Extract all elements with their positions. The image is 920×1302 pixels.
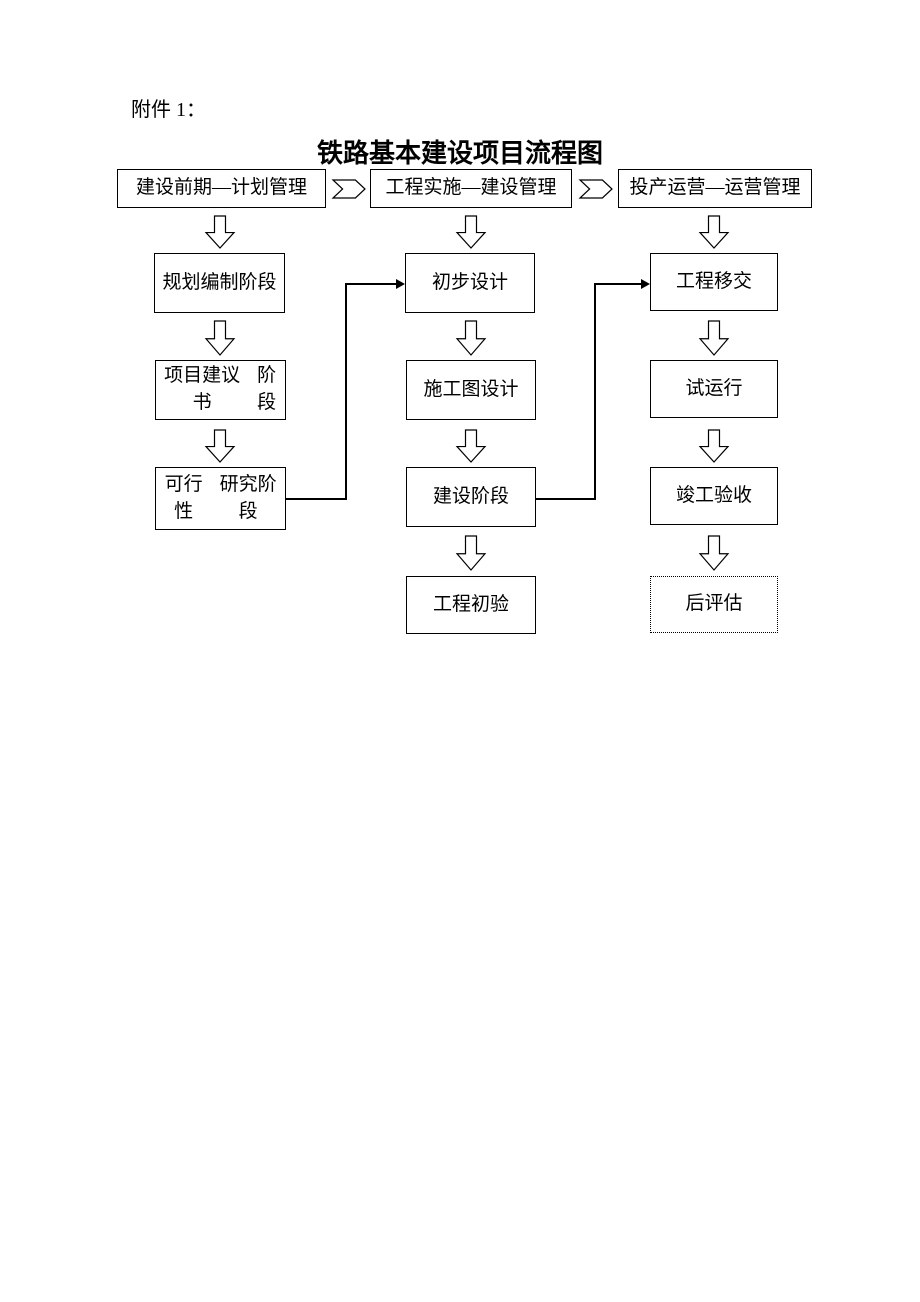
down-arrow-icon bbox=[454, 428, 488, 466]
arrow-head-icon bbox=[641, 279, 650, 289]
flowchart-node-c1: 工程移交 bbox=[650, 253, 778, 311]
connector-line bbox=[345, 283, 347, 500]
flowchart-node-h1: 建设前期—计划管理 bbox=[117, 169, 326, 208]
flowchart-node-h3: 投产运营—运营管理 bbox=[618, 169, 812, 208]
down-arrow-icon bbox=[697, 534, 731, 574]
flowchart-node-c2: 试运行 bbox=[650, 360, 778, 418]
down-arrow-icon bbox=[697, 214, 731, 252]
chevron-right-icon bbox=[331, 178, 367, 200]
flowchart-node-a2: 项目建议书阶段 bbox=[155, 360, 286, 420]
flowchart-node-b4: 工程初验 bbox=[406, 576, 536, 634]
connector-line bbox=[594, 283, 642, 285]
flowchart-node-h2: 工程实施—建设管理 bbox=[370, 169, 572, 208]
arrow-head-icon bbox=[396, 279, 405, 289]
flowchart-node-b3: 建设阶段 bbox=[406, 467, 536, 527]
connector-line bbox=[286, 498, 345, 500]
connector-line bbox=[345, 283, 397, 285]
down-arrow-icon bbox=[697, 428, 731, 466]
connector-line bbox=[594, 283, 596, 500]
connector-line bbox=[536, 498, 594, 500]
appendix-label: 附件 1： bbox=[131, 93, 206, 122]
flowchart-node-a3: 可行性研究阶段 bbox=[155, 467, 286, 530]
diagram-title: 铁路基本建设项目流程图 bbox=[0, 133, 920, 170]
down-arrow-icon bbox=[454, 534, 488, 574]
flowchart-node-b2: 施工图设计 bbox=[406, 360, 536, 420]
down-arrow-icon bbox=[454, 319, 488, 359]
down-arrow-icon bbox=[203, 428, 237, 466]
flowchart-node-b1: 初步设计 bbox=[405, 253, 535, 313]
flowchart-node-a1: 规划编制阶段 bbox=[154, 253, 285, 313]
down-arrow-icon bbox=[203, 214, 237, 252]
down-arrow-icon bbox=[454, 214, 488, 252]
flowchart-node-c4: 后评估 bbox=[650, 576, 778, 633]
chevron-right-icon bbox=[578, 178, 614, 200]
flowchart-node-c3: 竣工验收 bbox=[650, 467, 778, 525]
down-arrow-icon bbox=[697, 319, 731, 359]
down-arrow-icon bbox=[203, 319, 237, 359]
